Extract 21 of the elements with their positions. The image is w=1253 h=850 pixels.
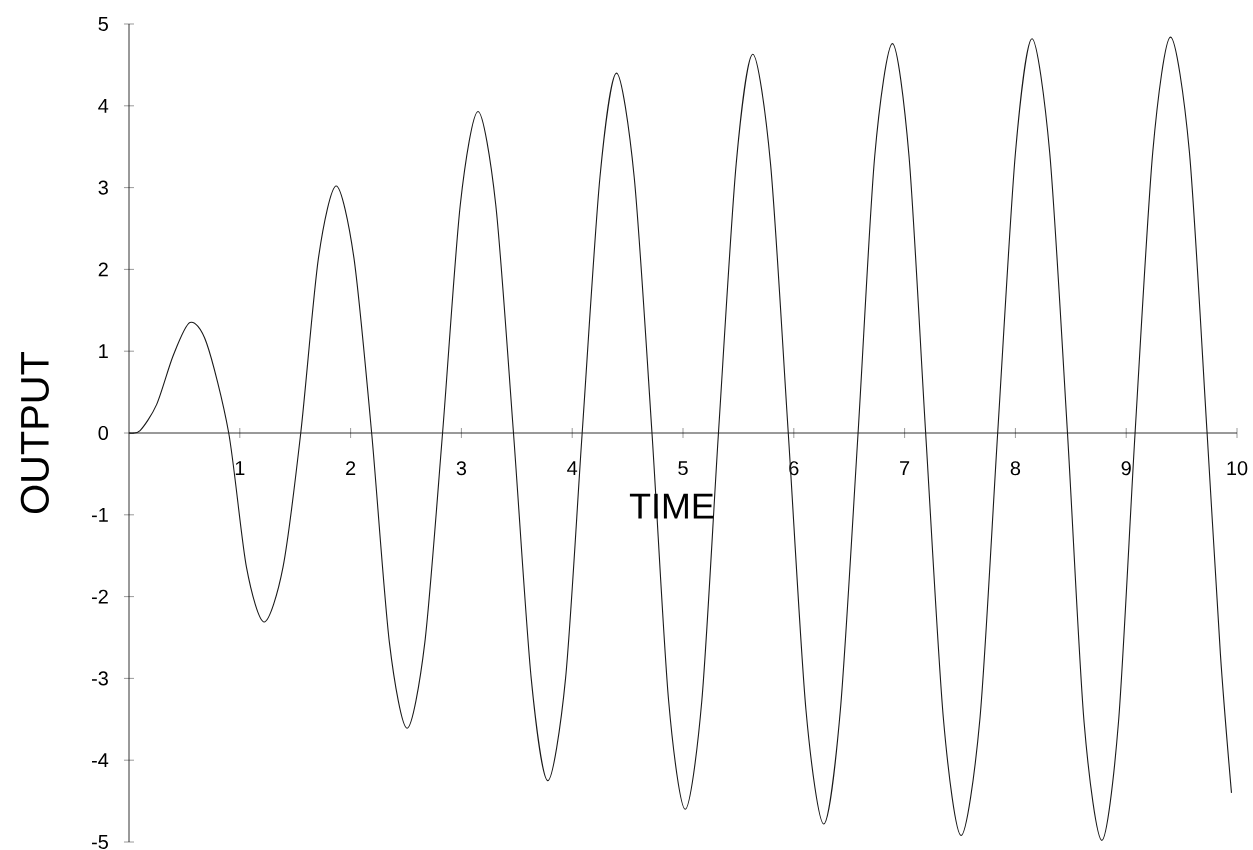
y-tick-label: 0: [98, 425, 109, 441]
y-tick-label: 3: [98, 180, 108, 195]
y-tick-label: 5: [98, 17, 108, 31]
x-tick-label: 3: [456, 461, 467, 476]
y-tick-label: -3: [91, 671, 108, 686]
y-tick-label: 4: [98, 98, 109, 113]
x-tick-label: 8: [1010, 461, 1021, 476]
x-tick-label: 2: [346, 461, 356, 476]
y-tick-label: 2: [98, 262, 108, 277]
y-tick-label: -4: [91, 753, 109, 768]
y-tick-label: 1: [99, 344, 108, 359]
x-tick-label: 4: [567, 461, 578, 475]
y-tick-label: -1: [91, 507, 108, 522]
y-axis-title: OUTPUT: [20, 352, 49, 514]
x-tick-label: 1: [235, 461, 245, 475]
x-tick-label: 5: [678, 461, 688, 476]
x-tick-label: 9: [1121, 461, 1131, 476]
x-tick-label: 10: [1227, 461, 1248, 476]
x-tick-label: 7: [900, 461, 910, 475]
y-tick-label: -5: [91, 835, 108, 849]
y-tick-label: -2: [91, 589, 108, 604]
